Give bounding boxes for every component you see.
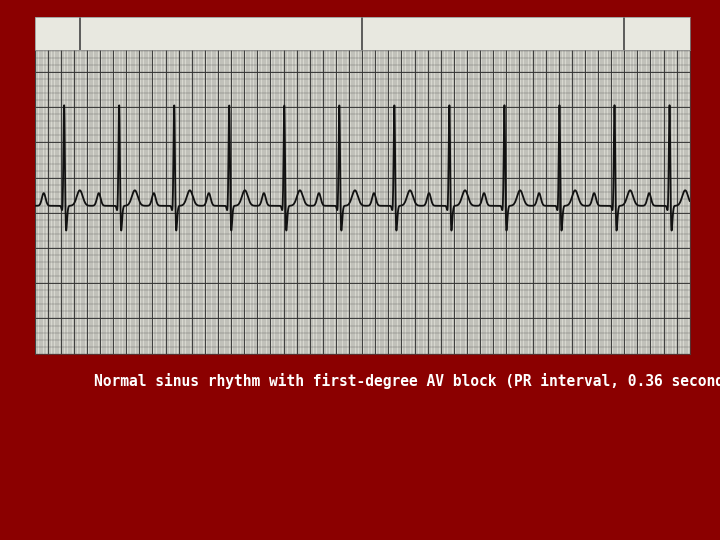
Text: Normal sinus rhythm with first-degree AV block (PR interval, 0.36 second): Normal sinus rhythm with first-degree AV… [94, 373, 720, 389]
